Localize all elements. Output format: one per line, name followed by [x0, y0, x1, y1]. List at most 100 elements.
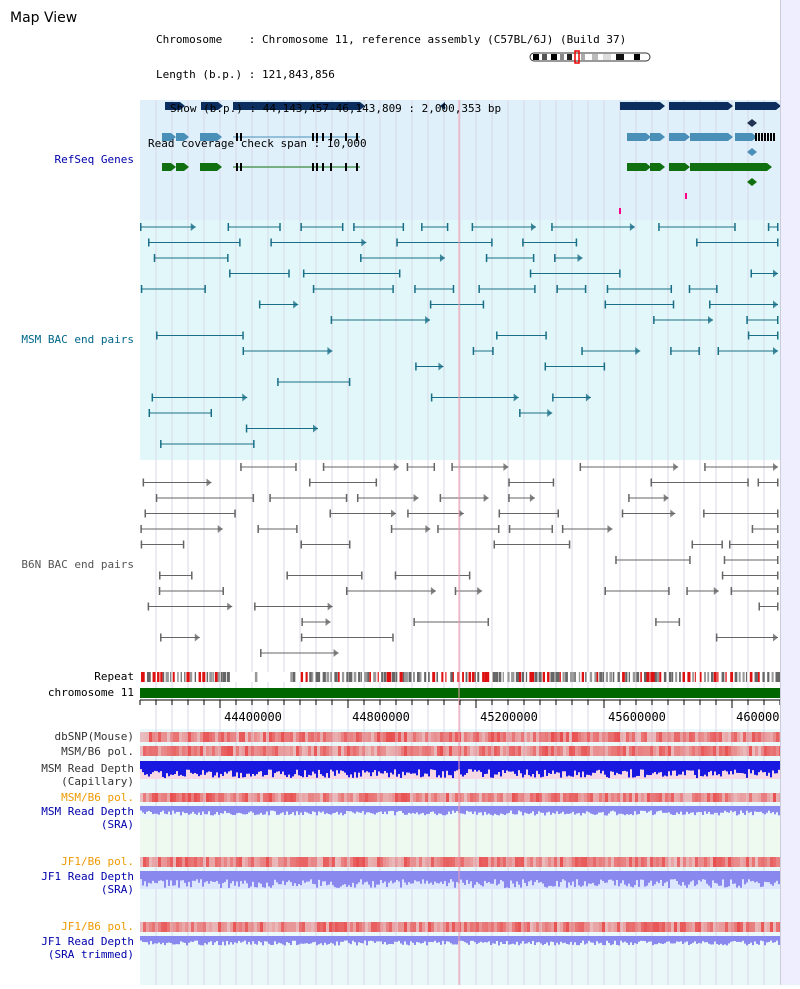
- jf1-depth-sra-bar: [420, 871, 422, 884]
- repeat-element: [445, 672, 447, 682]
- jf1-depth-trim-bar: [752, 936, 754, 946]
- msm-depth-cap-bar: [250, 761, 252, 777]
- refseq-exon: [755, 133, 757, 141]
- msm-bac-track[interactable]: [140, 223, 779, 448]
- jf1-pol-cell: [581, 857, 584, 867]
- msm-depth-sra-bar: [366, 806, 368, 813]
- msm-pol-sra-cell: [221, 793, 224, 802]
- jf1-depth-trim-label[interactable]: JF1 Read Depth: [41, 935, 134, 948]
- msm-depth-cap-bar: [200, 761, 202, 775]
- msm-depth-cap-bar: [190, 761, 192, 773]
- dbsnp-cell: [566, 732, 569, 742]
- repeat-element: [771, 672, 774, 682]
- jf1-depth-trim-bar: [440, 936, 442, 945]
- jf1-depth-sra-bar: [710, 871, 712, 888]
- jf1-b6-pol-label[interactable]: JF1/B6 pol.: [61, 855, 134, 868]
- refseq-gene-arrow: [218, 102, 223, 110]
- msm-depth-sra-bar: [410, 806, 412, 814]
- jf1-depth-trim-bar: [714, 936, 716, 942]
- jf1-pol-trim-cell: [503, 922, 506, 932]
- msm-depth-sra-bar: [628, 806, 630, 815]
- right-scrollbar[interactable]: [780, 0, 800, 985]
- jf1-pol-trim-cell: [377, 922, 380, 932]
- msm-depth-sra-bar: [488, 806, 490, 814]
- msm-depth-sra-bar: [338, 806, 340, 815]
- jf1-pol-trim-cell: [431, 922, 434, 932]
- msm-bac-label[interactable]: MSM BAC end pairs: [21, 333, 134, 346]
- jf1-depth-trim-bar: [598, 936, 600, 944]
- msm-pol-cell: [617, 746, 620, 756]
- jf1-depth-trim-bar: [710, 936, 712, 945]
- jf1-depth-trim-bar: [336, 936, 338, 942]
- jf1-depth-trim-bar: [468, 936, 470, 945]
- msm-depth-sra-label[interactable]: MSM Read Depth: [41, 805, 134, 818]
- msm-pol-sra-cell: [335, 793, 338, 802]
- jf1-depth-trim-bar: [492, 936, 494, 944]
- dbsnp-cell: [704, 732, 707, 742]
- jf1-pol-trim-cell: [515, 922, 518, 932]
- msm-depth-sra-bar: [414, 806, 416, 814]
- msm-depth-sra-bar: [402, 806, 404, 814]
- msm-depth-cap-bar: [680, 761, 682, 775]
- msm-depth-sra-bar: [278, 806, 280, 815]
- jf1-depth-sra-bar: [442, 871, 444, 884]
- jf1-depth-sra-bar: [586, 871, 588, 887]
- jf1-pol-trim-cell: [176, 922, 179, 932]
- jf1-depth-trim-bar: [444, 936, 446, 945]
- msm-depth-cap-bar: [212, 761, 214, 778]
- msm-bac-end: [277, 378, 279, 386]
- msm-pol-sra-cell: [602, 793, 605, 802]
- msm-pol-sra-cell: [197, 793, 200, 802]
- chromosome-11-bar[interactable]: [140, 688, 780, 698]
- dbsnp-cell: [377, 732, 380, 742]
- msm-pol-sra-cell: [734, 793, 737, 802]
- refseq-genes-track[interactable]: [162, 102, 781, 214]
- msm-b6-pol-label[interactable]: MSM/B6 pol.: [61, 745, 134, 758]
- axis-tick-label: 44400000: [224, 710, 282, 724]
- dbsnp-label[interactable]: dbSNP(Mouse): [54, 730, 134, 743]
- msm-depth-capillary-label[interactable]: MSM Read Depth: [41, 762, 134, 775]
- jf1-pol-trim-cell: [434, 922, 437, 932]
- msm-bac-end: [425, 316, 431, 324]
- jf1-pol-cell: [386, 857, 389, 867]
- jf1-pol-trim-cell: [215, 922, 218, 932]
- repeat-element: [762, 672, 765, 682]
- msm-depth-cap-bar: [738, 761, 740, 773]
- jf1-pol-trim-cell: [179, 922, 182, 932]
- msm-depth-sra-bar: [382, 806, 384, 814]
- msm-pol-sra-cell: [302, 793, 305, 802]
- jf1-depth-sra-bar: [502, 871, 504, 882]
- variation-tracks[interactable]: [140, 732, 782, 946]
- msm-depth-sra-bar: [470, 806, 472, 812]
- b6n-bac-track[interactable]: [140, 463, 779, 657]
- msm-depth-sra-bar: [170, 806, 172, 815]
- msm-pol-sra-cell: [395, 793, 398, 802]
- jf1-depth-trim-bar: [772, 936, 774, 943]
- jf1-pol-trim-cell: [164, 922, 167, 932]
- jf1-depth-sra-bar: [620, 871, 622, 884]
- b6n-bac-label[interactable]: B6N BAC end pairs: [21, 558, 134, 571]
- refseq-gene: [735, 102, 776, 110]
- jf1-depth-sra-label[interactable]: JF1 Read Depth: [41, 870, 134, 883]
- refseq-label[interactable]: RefSeq Genes: [54, 153, 134, 166]
- jf1-pol-cell: [665, 857, 668, 867]
- repeat-track[interactable]: [140, 672, 781, 682]
- msm-pol-sra-cell: [299, 793, 302, 802]
- dbsnp-cell: [374, 732, 377, 742]
- msm-pol-sra-cell: [617, 793, 620, 802]
- jf1-depth-trim-bar: [280, 936, 282, 944]
- jf1-pol-cell: [764, 857, 767, 867]
- dbsnp-cell: [209, 732, 212, 742]
- jf1-depth-trim-bar: [728, 936, 730, 944]
- msm-depth-cap-bar: [476, 761, 478, 772]
- msm-depth-sra-bar: [238, 806, 240, 813]
- msm-b6-pol-sra-label[interactable]: MSM/B6 pol.: [61, 791, 134, 804]
- chromosome-bar[interactable]: [140, 688, 780, 698]
- jf1-b6-pol-trim-label[interactable]: JF1/B6 pol.: [61, 920, 134, 933]
- msm-pol-cell: [383, 746, 386, 756]
- jf1-depth-sra-bar: [164, 871, 166, 888]
- msm-depth-cap-bar: [558, 761, 560, 773]
- b6n-bac-end: [345, 587, 348, 595]
